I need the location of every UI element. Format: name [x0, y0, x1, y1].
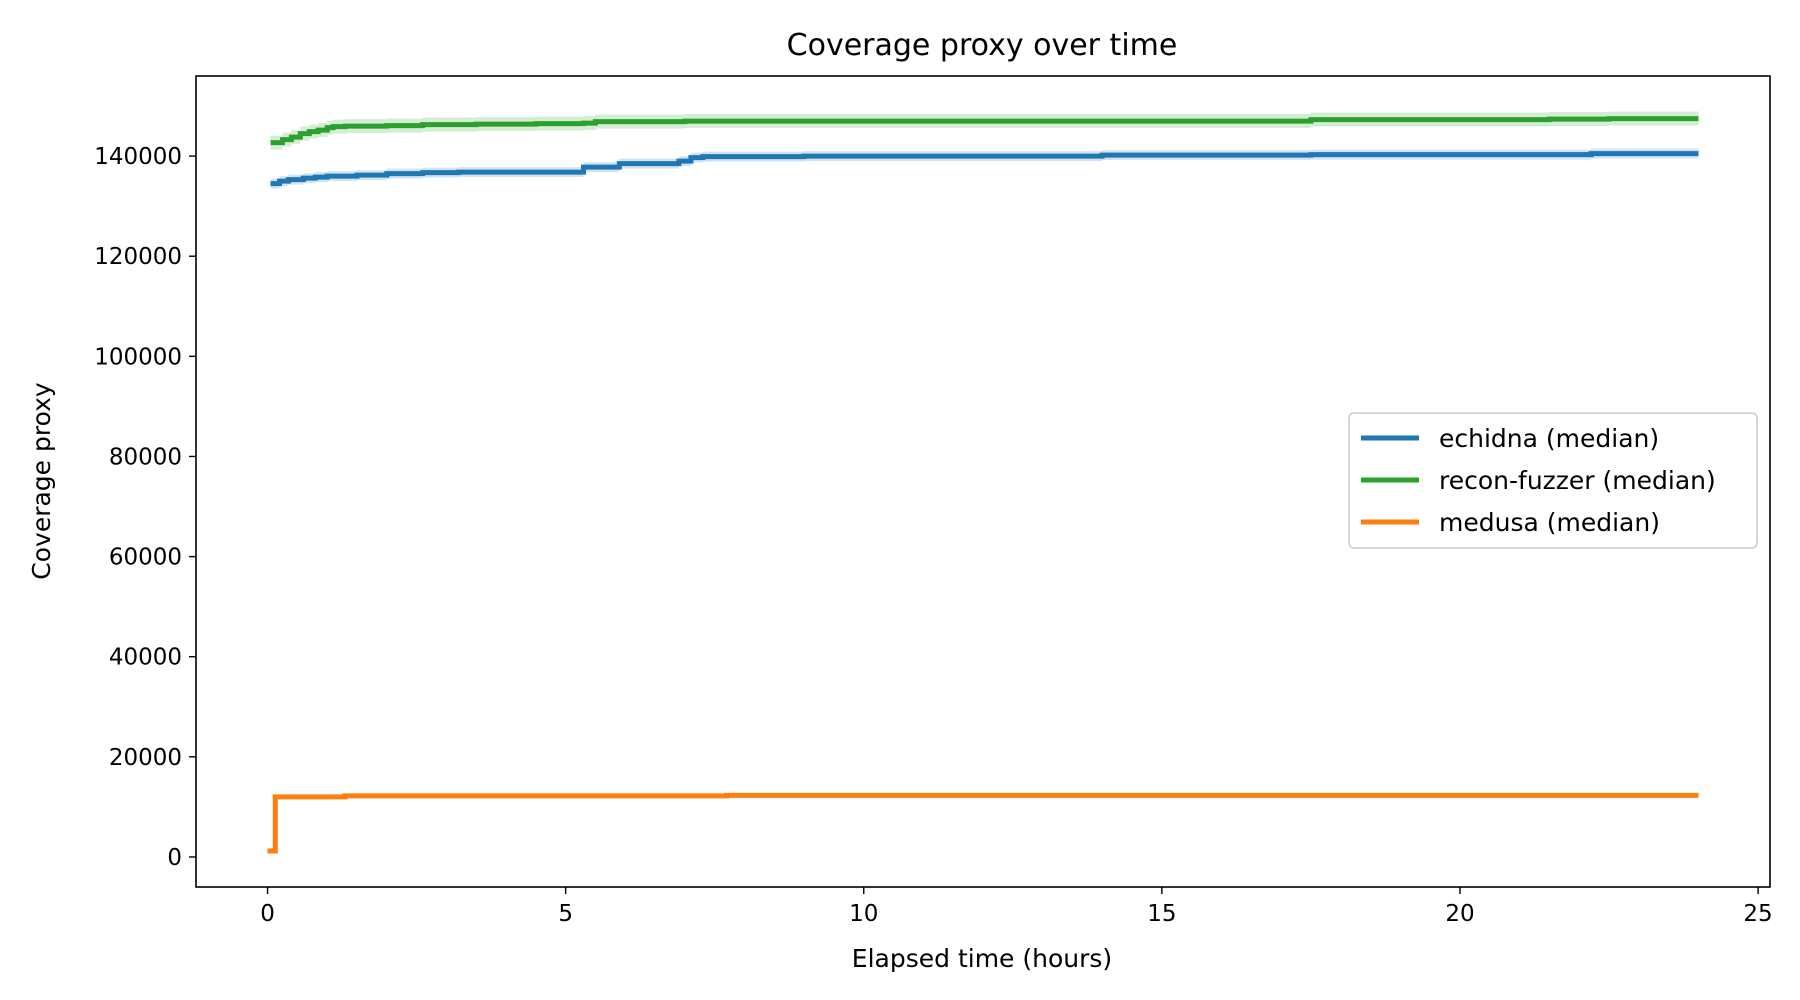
x-axis-label: Elapsed time (hours) [852, 944, 1112, 973]
x-tick-label: 15 [1147, 901, 1176, 927]
x-tick-label: 25 [1743, 901, 1772, 927]
y-tick-label: 0 [167, 845, 182, 871]
y-tick-label: 60000 [109, 545, 182, 571]
series-band-0 [270, 148, 1699, 189]
y-tick-label: 40000 [109, 645, 182, 671]
x-tick-label: 0 [260, 901, 275, 927]
series-line-2 [267, 792, 1699, 854]
y-tick-label: 20000 [109, 745, 182, 771]
y-axis-ticks: 0 20000 40000 60000 80000 100000 120000 140000 [94, 144, 196, 871]
chart-title: Coverage proxy over time [787, 28, 1178, 63]
legend-label: medusa (median) [1439, 508, 1660, 537]
x-tick-label: 20 [1445, 901, 1474, 927]
x-tick-label: 10 [849, 901, 878, 927]
y-tick-label: 100000 [94, 344, 182, 370]
legend: echidna (median) recon-fuzzer (median) med… [1348, 412, 1758, 549]
series-lines [267, 116, 1699, 854]
y-tick-label: 80000 [109, 444, 182, 470]
legend-label: echidna (median) [1439, 424, 1659, 453]
plot-frame [195, 75, 1771, 888]
legend-frame [1348, 412, 1758, 549]
x-tick-label: 5 [558, 901, 573, 927]
series-line-0 [270, 151, 1699, 187]
x-axis-ticks: 0 5 10 15 20 25 [260, 887, 1773, 927]
y-tick-label: 120000 [94, 244, 182, 270]
y-tick-label: 140000 [94, 144, 182, 170]
legend-label: recon-fuzzer (median) [1439, 466, 1716, 495]
y-axis-label: Coverage proxy [27, 382, 56, 580]
series-band-2 [267, 794, 1699, 852]
series-line-1 [270, 116, 1699, 146]
